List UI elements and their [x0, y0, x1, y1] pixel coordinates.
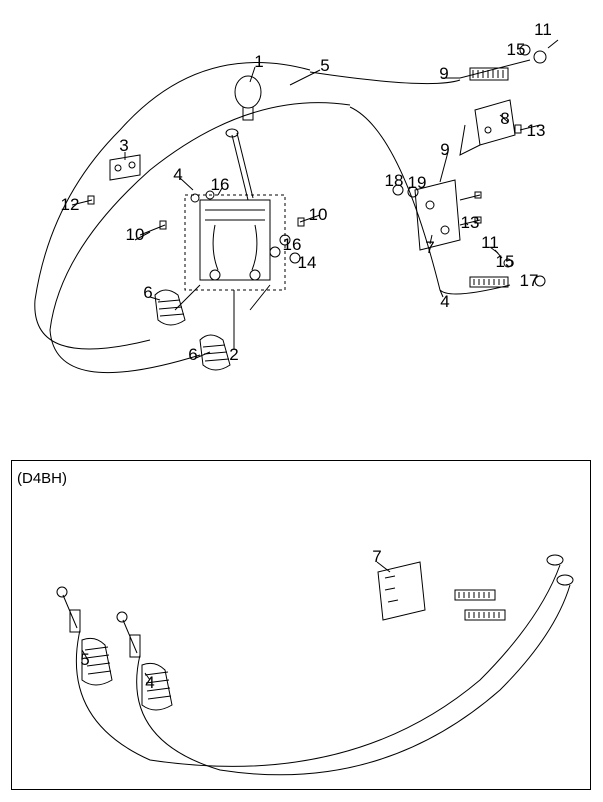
callout-19: 19	[408, 173, 427, 193]
callout-4: 4	[145, 673, 154, 693]
callout-16: 16	[283, 235, 302, 255]
callout-8: 8	[500, 109, 509, 129]
callout-15: 15	[496, 252, 515, 272]
callout-12: 12	[61, 195, 80, 215]
callout-7: 7	[372, 547, 381, 567]
diagram-container: (D4BH) 151115938131819912416131010117161…	[0, 0, 603, 802]
callout-17: 17	[520, 271, 539, 291]
callout-3: 3	[119, 136, 128, 156]
callout-6: 6	[143, 283, 152, 303]
callout-1: 1	[254, 52, 263, 72]
callout-16: 16	[211, 175, 230, 195]
callout-15: 15	[507, 40, 526, 60]
callout-7: 7	[425, 238, 434, 258]
callout-13: 13	[527, 121, 546, 141]
callout-2: 2	[229, 345, 238, 365]
callout-5: 5	[80, 650, 89, 670]
callout-5: 5	[320, 56, 329, 76]
callout-18: 18	[385, 171, 404, 191]
callout-9: 9	[440, 140, 449, 160]
callout-11: 11	[534, 20, 552, 40]
callout-10: 10	[309, 205, 328, 225]
callout-4: 4	[440, 292, 449, 312]
callout-13: 13	[461, 213, 480, 233]
callout-10: 10	[126, 225, 145, 245]
sub-panel-label: (D4BH)	[17, 470, 67, 487]
callout-14: 14	[298, 253, 317, 273]
callout-6: 6	[188, 345, 197, 365]
sub-panel-border	[11, 460, 591, 790]
callout-9: 9	[439, 64, 448, 84]
callout-11: 11	[481, 233, 499, 253]
callout-4: 4	[173, 165, 182, 185]
